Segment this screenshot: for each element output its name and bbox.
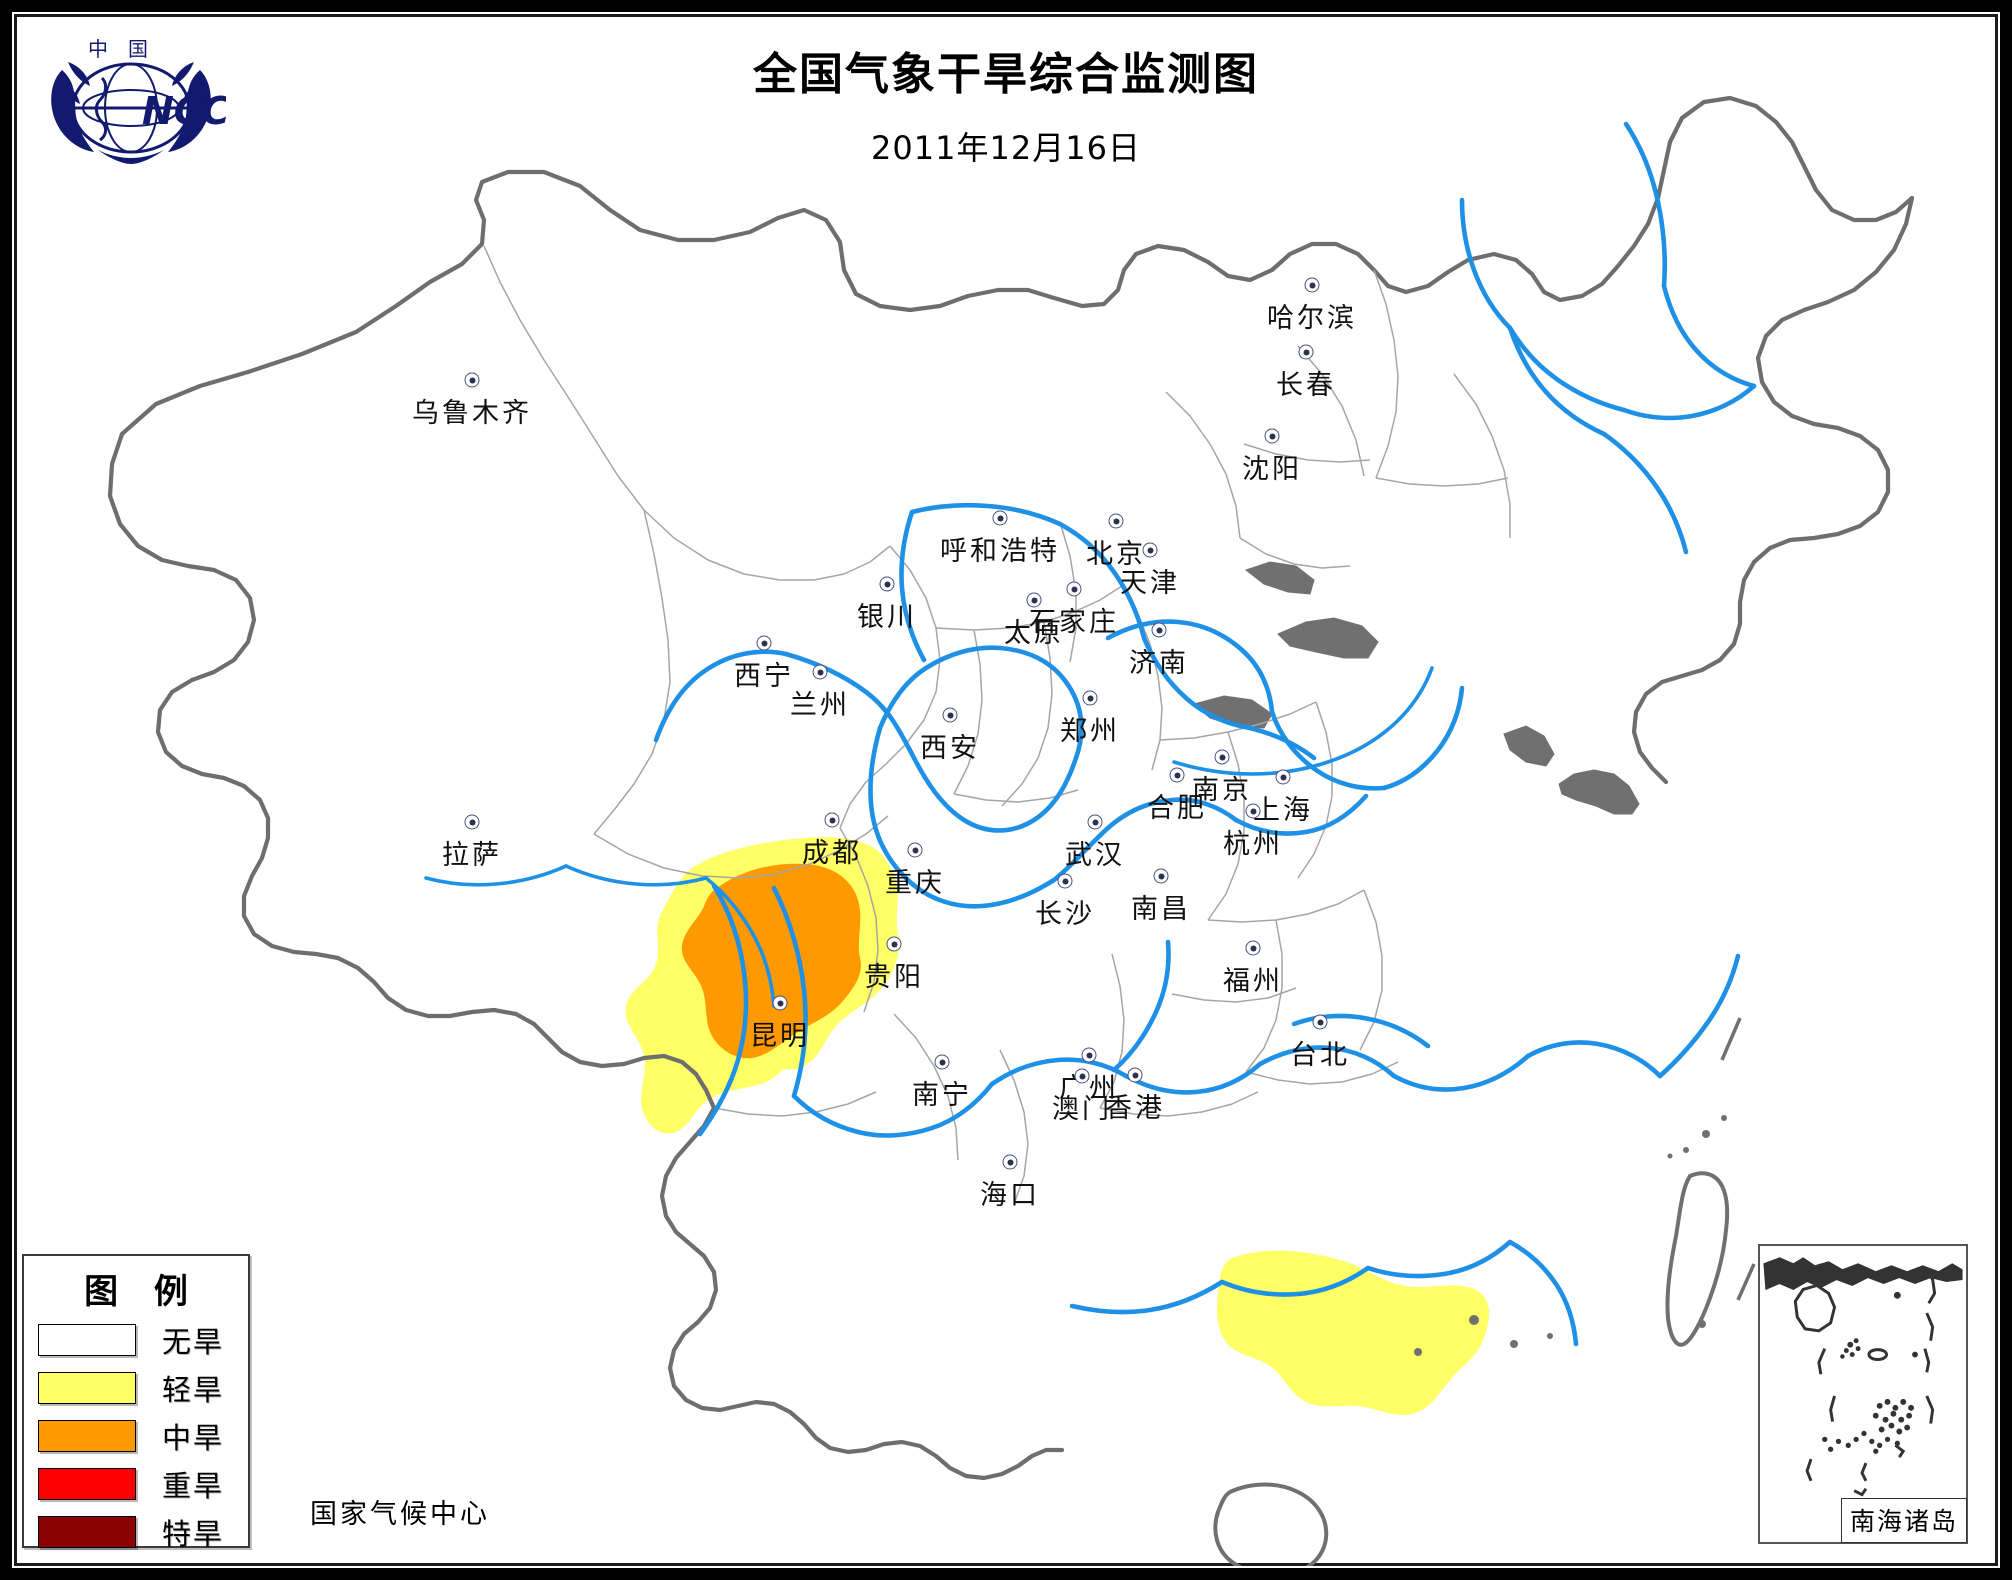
legend-color-swatch bbox=[38, 1420, 136, 1452]
boundary-dashes bbox=[1720, 1017, 1756, 1301]
logo-char-zhong: 中 bbox=[88, 37, 108, 61]
legend-label: 轻旱 bbox=[162, 1373, 225, 1407]
legend-color-swatch bbox=[38, 1372, 136, 1404]
logo-char-guo: 国 bbox=[128, 37, 148, 61]
legend-row: 无旱 bbox=[38, 1319, 248, 1361]
legend-color-swatch bbox=[38, 1516, 136, 1548]
legend-label: 中旱 bbox=[162, 1421, 225, 1455]
legend-label: 重旱 bbox=[162, 1469, 225, 1503]
drought-area-south-light bbox=[1216, 1250, 1490, 1415]
rivers bbox=[424, 121, 1757, 1347]
legend-box: 图 例 无旱轻旱中旱重旱特旱 bbox=[22, 1254, 250, 1551]
national-border bbox=[107, 95, 1915, 1481]
legend-color-swatch bbox=[38, 1468, 136, 1500]
publisher-credit: 国家气候中心 bbox=[310, 1499, 490, 1530]
legend-label: 无旱 bbox=[162, 1325, 225, 1359]
inset-label: 南海诸岛 bbox=[1840, 1498, 1967, 1543]
legend-row: 重旱 bbox=[38, 1463, 248, 1505]
legend-label: 特旱 bbox=[162, 1517, 225, 1551]
legend-title: 图 例 bbox=[84, 1272, 200, 1312]
coastline bbox=[1192, 561, 1640, 815]
legend-row: 中旱 bbox=[38, 1415, 248, 1457]
south-china-sea-inset: 南海诸岛 bbox=[1758, 1244, 1968, 1544]
legend-row: 轻旱 bbox=[38, 1367, 248, 1409]
legend-row: 特旱 bbox=[38, 1511, 248, 1553]
ncc-logo: NCC 中 国 bbox=[36, 22, 230, 167]
china-map-canvas: .natl{fill:none;stroke:#6e6e6e;stroke-wi… bbox=[14, 14, 1998, 1566]
island-outlines bbox=[1213, 1171, 1730, 1566]
scattered-islands bbox=[1414, 1115, 1727, 1356]
svg-text:NCC: NCC bbox=[142, 89, 226, 133]
legend-rows: 无旱轻旱中旱重旱特旱 bbox=[24, 1319, 248, 1553]
legend-color-swatch bbox=[38, 1324, 136, 1356]
